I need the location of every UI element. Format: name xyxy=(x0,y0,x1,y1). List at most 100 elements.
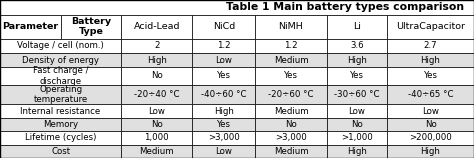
Bar xyxy=(121,53,192,67)
Bar xyxy=(121,145,192,158)
Bar xyxy=(121,131,192,145)
Bar xyxy=(0,53,121,67)
Bar xyxy=(387,104,474,118)
Bar xyxy=(192,53,255,67)
Text: -30÷60 °C: -30÷60 °C xyxy=(334,90,380,99)
Text: >3,000: >3,000 xyxy=(208,133,240,142)
Text: 2: 2 xyxy=(154,41,159,50)
Bar xyxy=(387,131,474,145)
Bar xyxy=(121,67,192,85)
Text: Fast charge /
discharge: Fast charge / discharge xyxy=(33,66,88,85)
Bar xyxy=(387,85,474,104)
Text: No: No xyxy=(351,120,363,129)
Text: >3,000: >3,000 xyxy=(275,133,307,142)
Bar xyxy=(192,145,255,158)
Text: Battery
Type: Battery Type xyxy=(71,17,111,36)
Bar xyxy=(192,67,255,85)
Text: Low: Low xyxy=(215,147,232,156)
Text: No: No xyxy=(285,120,297,129)
Bar xyxy=(327,145,387,158)
Bar xyxy=(121,118,192,131)
Text: Lifetime (cycles): Lifetime (cycles) xyxy=(25,133,96,142)
Bar xyxy=(0,0,474,15)
Bar xyxy=(255,53,327,67)
Bar xyxy=(327,53,387,67)
Bar xyxy=(192,39,255,53)
Bar xyxy=(61,15,121,39)
Text: No: No xyxy=(151,71,163,80)
Bar xyxy=(121,85,192,104)
Bar xyxy=(387,39,474,53)
Text: High: High xyxy=(347,56,367,65)
Text: Cost: Cost xyxy=(51,147,70,156)
Bar xyxy=(327,15,387,39)
Text: High: High xyxy=(420,56,440,65)
Text: Low: Low xyxy=(215,56,232,65)
Bar xyxy=(0,15,61,39)
Text: UltraCapacitor: UltraCapacitor xyxy=(396,22,465,31)
Bar xyxy=(121,39,192,53)
Text: Yes: Yes xyxy=(424,71,438,80)
Bar xyxy=(387,15,474,39)
Bar xyxy=(0,67,121,85)
Bar xyxy=(255,67,327,85)
Text: 2.7: 2.7 xyxy=(424,41,438,50)
Text: 1,000: 1,000 xyxy=(145,133,169,142)
Bar xyxy=(327,131,387,145)
Text: No: No xyxy=(151,120,163,129)
Bar xyxy=(255,104,327,118)
Text: Medium: Medium xyxy=(273,147,308,156)
Text: -20÷40 °C: -20÷40 °C xyxy=(134,90,180,99)
Text: >1,000: >1,000 xyxy=(341,133,373,142)
Text: NiMH: NiMH xyxy=(279,22,303,31)
Bar xyxy=(327,67,387,85)
Text: Li: Li xyxy=(353,22,361,31)
Bar xyxy=(192,15,255,39)
Text: -40÷65 °C: -40÷65 °C xyxy=(408,90,453,99)
Text: Yes: Yes xyxy=(217,120,231,129)
Bar xyxy=(255,145,327,158)
Text: Medium: Medium xyxy=(273,56,308,65)
Text: High: High xyxy=(347,147,367,156)
Bar xyxy=(387,67,474,85)
Text: Internal resistance: Internal resistance xyxy=(20,107,100,116)
Bar xyxy=(255,85,327,104)
Text: Low: Low xyxy=(348,107,365,116)
Bar xyxy=(0,39,121,53)
Bar xyxy=(0,85,121,104)
Text: >200,000: >200,000 xyxy=(409,133,452,142)
Bar xyxy=(387,145,474,158)
Bar xyxy=(327,104,387,118)
Bar xyxy=(255,39,327,53)
Bar xyxy=(255,15,327,39)
Bar xyxy=(255,131,327,145)
Bar xyxy=(121,15,192,39)
Text: Yes: Yes xyxy=(284,71,298,80)
Text: No: No xyxy=(425,120,437,129)
Text: Yes: Yes xyxy=(217,71,231,80)
Bar xyxy=(327,118,387,131)
Text: 1.2: 1.2 xyxy=(284,41,298,50)
Text: Low: Low xyxy=(422,107,439,116)
Text: 3.6: 3.6 xyxy=(350,41,364,50)
Bar xyxy=(0,104,121,118)
Text: -20÷60 °C: -20÷60 °C xyxy=(268,90,314,99)
Text: Parameter: Parameter xyxy=(2,22,58,31)
Text: Yes: Yes xyxy=(350,71,364,80)
Text: NiCd: NiCd xyxy=(213,22,235,31)
Bar xyxy=(192,118,255,131)
Text: Medium: Medium xyxy=(273,107,308,116)
Bar xyxy=(121,104,192,118)
Text: High: High xyxy=(214,107,234,116)
Text: Low: Low xyxy=(148,107,165,116)
Bar xyxy=(327,39,387,53)
Text: Medium: Medium xyxy=(139,147,174,156)
Text: Acid-Lead: Acid-Lead xyxy=(134,22,180,31)
Bar xyxy=(387,118,474,131)
Bar xyxy=(192,131,255,145)
Text: High: High xyxy=(420,147,440,156)
Bar xyxy=(255,118,327,131)
Bar xyxy=(192,104,255,118)
Text: Density of energy: Density of energy xyxy=(22,56,99,65)
Bar xyxy=(0,131,121,145)
